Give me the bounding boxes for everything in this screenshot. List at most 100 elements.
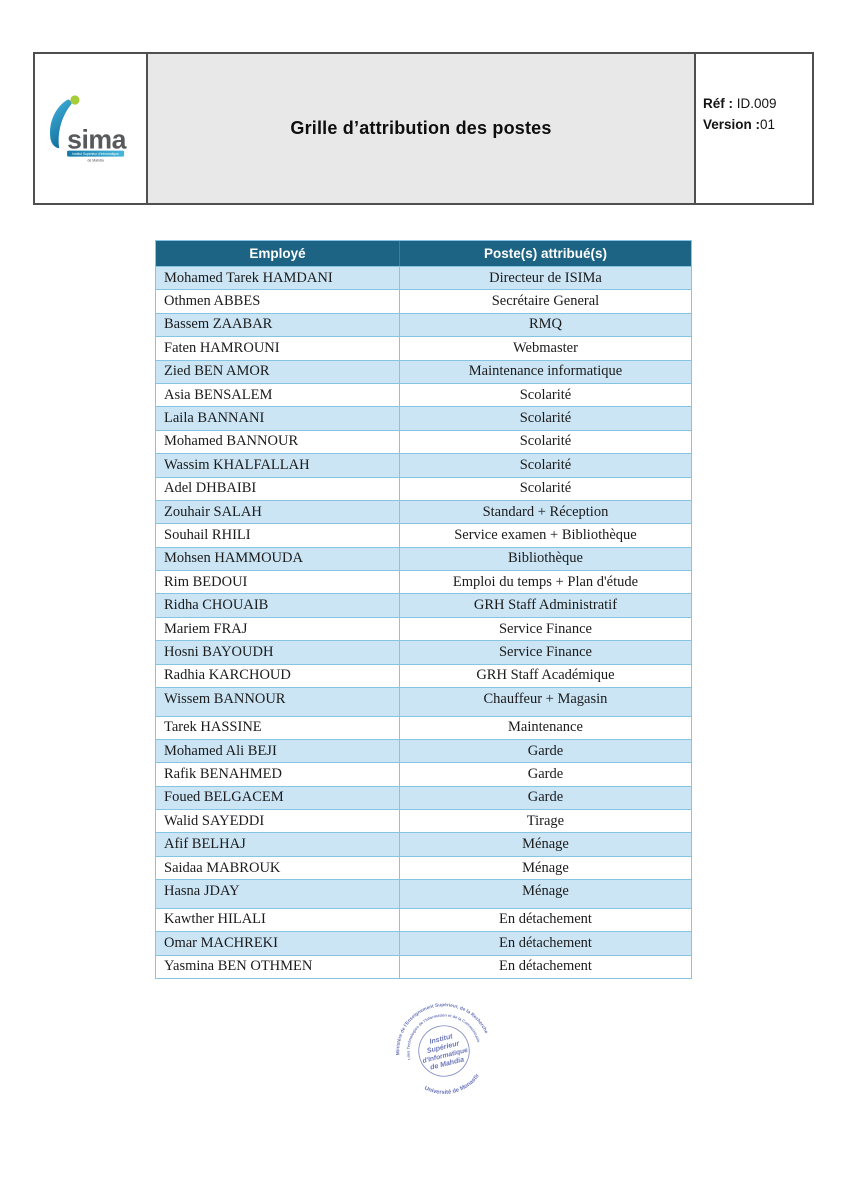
table-row: Saidaa MABROUK Ménage bbox=[156, 855, 691, 880]
table-row: Hosni BAYOUDH Service Finance bbox=[156, 640, 691, 664]
poste-cell: Webmaster bbox=[513, 339, 578, 356]
employee-cell: Adel DHBAIBI bbox=[156, 477, 400, 500]
table-row: Laila BANNANI Scolarité bbox=[156, 406, 691, 430]
table-row: Mohamed Ali BEJI Garde bbox=[156, 738, 691, 763]
table-row: Walid SAYEDDI Tirage bbox=[156, 809, 691, 833]
poste-cell: GRH Staff Académique bbox=[476, 667, 615, 684]
poste-cell: Directeur de ISIMa bbox=[489, 269, 602, 286]
poste-cell: Service examen + Bibliothèque bbox=[454, 526, 637, 543]
employee-cell: Hasna JDAY bbox=[156, 880, 400, 908]
poste-cell: Emploi du temps + Plan d'étude bbox=[452, 573, 639, 590]
poste-cell: Chauffeur + Magasin bbox=[483, 691, 608, 708]
ref-cell: Réf : ID.009 Version :01 bbox=[696, 54, 812, 203]
poste-cell: Standard + Réception bbox=[482, 503, 609, 520]
attribution-table: Employé Poste(s) attribué(s) Mohamed Tar… bbox=[155, 240, 692, 979]
table-row: Afif BELHAJ Ménage bbox=[156, 832, 691, 856]
stamp-inner-circle bbox=[418, 1025, 470, 1077]
isima-logo-icon: sima Institut Supérieur d'Informatique d… bbox=[49, 94, 127, 162]
table-row: Yasmina BEN OTHMEN En détachement bbox=[156, 954, 691, 978]
poste-cell: GRH Staff Administratif bbox=[473, 597, 618, 614]
table-row: Asia BENSALEM Scolarité bbox=[156, 382, 691, 407]
logo-swoosh bbox=[49, 99, 72, 148]
employee-cell: Rim BEDOUI bbox=[156, 571, 400, 594]
logo-wordmark: sima bbox=[67, 124, 127, 154]
table-row: Mohamed Tarek HAMDANI Directeur de ISIMa bbox=[156, 266, 691, 290]
poste-cell: Bibliothèque bbox=[508, 550, 583, 567]
employee-cell: Yasmina BEN OTHMEN bbox=[156, 955, 400, 978]
version-label: Version : bbox=[703, 116, 761, 132]
poste-cell: Scolarité bbox=[519, 410, 572, 427]
employee-cell: Omar MACHREKI bbox=[156, 932, 400, 955]
employee-cell: Rafik BENAHMED bbox=[156, 763, 400, 786]
poste-cell: Garde bbox=[527, 766, 564, 782]
employee-cell: Afif BELHAJ bbox=[156, 833, 400, 856]
table-row: Omar MACHREKI En détachement bbox=[156, 931, 691, 955]
table-row: Wissem BANNOUR Chauffeur + Magasin bbox=[156, 687, 691, 716]
employee-cell: Mohsen HAMMOUDA bbox=[156, 547, 400, 571]
table-row: Rafik BENAHMED Garde bbox=[156, 762, 691, 786]
employee-cell: Zouhair SALAH bbox=[156, 500, 400, 524]
table-row: Zied BEN AMOR Maintenance informatique bbox=[156, 359, 691, 383]
table-header-row: Employé Poste(s) attribué(s) bbox=[156, 241, 691, 266]
table-row: Zouhair SALAH Standard + Réception bbox=[156, 499, 691, 524]
employee-cell: Mariem FRAJ bbox=[156, 617, 400, 641]
stamp-arc-bottom-text: Université de Monastir bbox=[422, 1071, 484, 1101]
table-row: Foued BELGACEM Garde bbox=[156, 785, 691, 810]
logo-strip bbox=[66, 150, 124, 157]
poste-cell: Maintenance bbox=[508, 719, 583, 736]
employee-cell: Foued BELGACEM bbox=[156, 786, 400, 810]
poste-cell: Tirage bbox=[526, 812, 565, 829]
poste-cell: Ménage bbox=[522, 883, 569, 900]
employee-cell: Tarek HASSINE bbox=[156, 716, 400, 739]
poste-cell: RMQ bbox=[528, 316, 562, 333]
table-row: Ridha CHOUAIB GRH Staff Administratif bbox=[156, 593, 691, 617]
employee-cell: Mohamed Ali BEJI bbox=[156, 739, 400, 763]
poste-cell: Scolarité bbox=[519, 480, 572, 497]
table-row: Tarek HASSINE Maintenance bbox=[156, 715, 691, 739]
employee-cell: Mohamed Tarek HAMDANI bbox=[156, 267, 400, 290]
table-row: Mohsen HAMMOUDA Bibliothèque bbox=[156, 546, 691, 571]
employee-cell: Hosni BAYOUDH bbox=[156, 641, 400, 664]
employee-cell: Faten HAMROUNI bbox=[156, 337, 400, 360]
employee-cell: Wissem BANNOUR bbox=[156, 688, 400, 716]
ref-label: Réf : bbox=[703, 96, 733, 111]
table-row: Hasna JDAY Ménage bbox=[156, 879, 691, 908]
ref-line: Réf : ID.009 bbox=[703, 94, 808, 115]
table-row: Mohamed BANNOUR Scolarité bbox=[156, 429, 691, 454]
poste-cell: Ménage bbox=[522, 859, 569, 876]
table-row: Adel DHBAIBI Scolarité bbox=[156, 476, 691, 500]
employee-cell: Wassim KHALFALLAH bbox=[156, 454, 400, 477]
version-value: 01 bbox=[760, 116, 776, 132]
column-header-postes: Poste(s) attribué(s) bbox=[483, 246, 607, 261]
poste-cell: Service Finance bbox=[498, 620, 592, 637]
table-row: Mariem FRAJ Service Finance bbox=[156, 616, 691, 641]
poste-cell: Garde bbox=[527, 789, 564, 806]
table-row: Radhia KARCHOUD GRH Staff Académique bbox=[156, 663, 691, 688]
employee-cell: Laila BANNANI bbox=[156, 407, 400, 430]
page-title: Grille d’attribution des postes bbox=[290, 118, 552, 138]
logo-subtitle-2: de Mahdia bbox=[87, 158, 103, 162]
employee-cell: Radhia KARCHOUD bbox=[156, 664, 400, 688]
ref-value: ID.009 bbox=[736, 96, 777, 111]
poste-cell: Maintenance informatique bbox=[468, 363, 623, 380]
poste-cell: Scolarité bbox=[519, 386, 572, 403]
employee-cell: Zied BEN AMOR bbox=[156, 360, 400, 383]
poste-cell: Ménage bbox=[522, 836, 569, 853]
employee-cell: Kawther HILALI bbox=[156, 908, 400, 932]
logo-green-dot bbox=[69, 94, 79, 105]
employee-cell: Mohamed BANNOUR bbox=[156, 430, 400, 454]
logo-cell: sima Institut Supérieur d'Informatique d… bbox=[35, 54, 148, 203]
title-cell: Grille d’attribution des postes bbox=[148, 54, 696, 203]
poste-cell: Scolarité bbox=[519, 433, 572, 450]
document-header: sima Institut Supérieur d'Informatique d… bbox=[33, 52, 814, 205]
table-row: Faten HAMROUNI Webmaster bbox=[156, 336, 691, 360]
employee-cell: Othmen ABBES bbox=[156, 290, 400, 313]
employee-cell: Saidaa MABROUK bbox=[156, 856, 400, 880]
employee-cell: Bassem ZAABAR bbox=[156, 313, 400, 337]
table-row: Bassem ZAABAR RMQ bbox=[156, 312, 691, 337]
employee-cell: Souhail RHILI bbox=[156, 524, 400, 547]
table-row: Othmen ABBES Secrétaire General bbox=[156, 289, 691, 313]
employee-cell: Asia BENSALEM bbox=[156, 383, 400, 407]
poste-cell: En détachement bbox=[498, 958, 592, 975]
